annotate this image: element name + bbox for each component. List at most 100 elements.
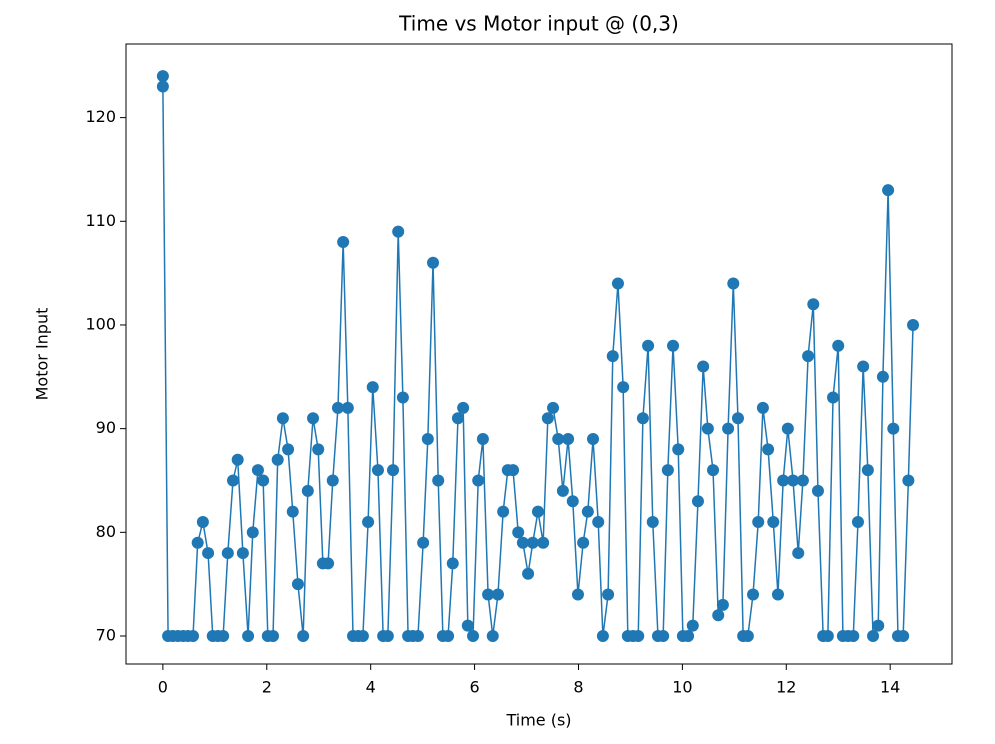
data-point bbox=[156, 80, 169, 93]
data-point bbox=[701, 422, 714, 435]
data-point bbox=[832, 339, 845, 352]
data-point bbox=[581, 505, 594, 518]
x-tick-label: 2 bbox=[262, 678, 272, 697]
data-point bbox=[322, 557, 335, 570]
data-point bbox=[802, 350, 815, 363]
data-point bbox=[221, 547, 234, 560]
data-point bbox=[787, 474, 800, 487]
data-point bbox=[217, 630, 230, 643]
data-point bbox=[461, 619, 474, 632]
data-point bbox=[722, 422, 735, 435]
data-point bbox=[326, 474, 339, 487]
y-tick-label: 80 bbox=[96, 522, 116, 541]
data-point bbox=[516, 536, 529, 549]
data-point bbox=[236, 547, 249, 560]
data-point bbox=[417, 536, 430, 549]
data-point bbox=[482, 588, 495, 601]
data-point bbox=[712, 609, 725, 622]
data-point bbox=[861, 464, 874, 477]
data-point bbox=[202, 547, 215, 560]
data-point bbox=[286, 505, 299, 518]
data-point bbox=[767, 515, 780, 528]
x-tick-label: 14 bbox=[880, 678, 900, 697]
x-tick-label: 8 bbox=[573, 678, 583, 697]
data-point bbox=[246, 526, 259, 539]
y-tick-label: 120 bbox=[85, 107, 116, 126]
data-point bbox=[381, 630, 394, 643]
data-point bbox=[686, 619, 699, 632]
data-point bbox=[531, 505, 544, 518]
data-point bbox=[257, 474, 270, 487]
y-tick-label: 90 bbox=[96, 418, 116, 437]
data-point bbox=[457, 401, 470, 414]
data-point bbox=[537, 536, 550, 549]
data-point bbox=[781, 422, 794, 435]
data-point bbox=[156, 70, 169, 83]
data-point bbox=[341, 401, 354, 414]
data-point bbox=[371, 464, 384, 477]
data-point bbox=[707, 464, 720, 477]
data-point bbox=[571, 588, 584, 601]
data-point bbox=[472, 474, 485, 487]
data-point bbox=[366, 381, 379, 394]
data-point bbox=[682, 630, 695, 643]
data-point bbox=[646, 515, 659, 528]
data-point bbox=[307, 412, 320, 425]
x-tick-label: 4 bbox=[366, 678, 376, 697]
data-point bbox=[657, 630, 670, 643]
data-point bbox=[387, 464, 400, 477]
data-point bbox=[556, 484, 569, 497]
data-point bbox=[362, 515, 375, 528]
x-tick-label: 10 bbox=[672, 678, 692, 697]
chart-title: Time vs Motor input @ (0,3) bbox=[398, 12, 679, 36]
y-tick-label: 110 bbox=[85, 211, 116, 230]
data-point bbox=[642, 339, 655, 352]
y-tick-label: 70 bbox=[96, 626, 116, 645]
data-point bbox=[242, 630, 255, 643]
data-point bbox=[661, 464, 674, 477]
data-point bbox=[697, 360, 710, 373]
data-point bbox=[427, 256, 440, 269]
data-point bbox=[312, 443, 325, 456]
data-point bbox=[902, 474, 915, 487]
data-point bbox=[847, 630, 860, 643]
data-point bbox=[762, 443, 775, 456]
data-point bbox=[807, 298, 820, 311]
data-point bbox=[727, 277, 740, 290]
data-point bbox=[897, 630, 910, 643]
data-point bbox=[691, 495, 704, 508]
data-point bbox=[476, 433, 489, 446]
data-point bbox=[442, 630, 455, 643]
data-point bbox=[731, 412, 744, 425]
plot-frame bbox=[125, 43, 953, 665]
data-point bbox=[356, 630, 369, 643]
data-point bbox=[251, 464, 264, 477]
data-point bbox=[271, 453, 284, 466]
data-point bbox=[331, 401, 344, 414]
data-point bbox=[297, 630, 310, 643]
data-point bbox=[547, 401, 560, 414]
data-point bbox=[276, 412, 289, 425]
data-point bbox=[796, 474, 809, 487]
data-point bbox=[602, 588, 615, 601]
data-point bbox=[636, 412, 649, 425]
data-point bbox=[887, 422, 900, 435]
data-point bbox=[611, 277, 624, 290]
data-point bbox=[467, 630, 480, 643]
data-point bbox=[672, 443, 685, 456]
data-point bbox=[451, 412, 464, 425]
data-point bbox=[752, 515, 765, 528]
data-point bbox=[771, 588, 784, 601]
data-point bbox=[486, 630, 499, 643]
data-point bbox=[522, 567, 535, 580]
data-point bbox=[596, 630, 609, 643]
data-point bbox=[191, 536, 204, 549]
data-point bbox=[421, 433, 434, 446]
data-point bbox=[632, 630, 645, 643]
data-point bbox=[617, 381, 630, 394]
y-tick-label: 100 bbox=[85, 314, 116, 333]
data-point bbox=[491, 588, 504, 601]
x-tick-label: 0 bbox=[158, 678, 168, 697]
data-point bbox=[747, 588, 760, 601]
data-point bbox=[187, 630, 200, 643]
